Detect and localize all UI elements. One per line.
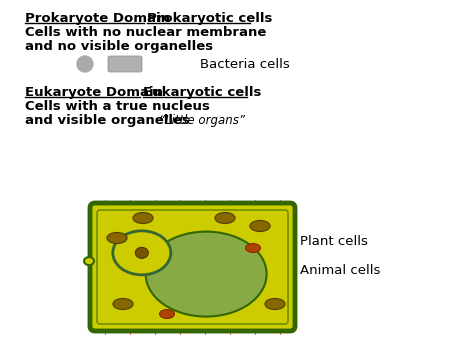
Text: and visible organelles: and visible organelles: [25, 114, 190, 127]
Text: Eukaryote Domain: Eukaryote Domain: [25, 86, 163, 99]
Text: and no visible organelles: and no visible organelles: [25, 40, 213, 53]
Ellipse shape: [133, 213, 153, 223]
Text: Prokaryotic cells: Prokaryotic cells: [147, 12, 272, 25]
Text: Bacteria cells: Bacteria cells: [200, 57, 290, 71]
Circle shape: [77, 56, 93, 72]
Ellipse shape: [113, 298, 133, 310]
FancyBboxPatch shape: [108, 56, 142, 72]
FancyBboxPatch shape: [97, 210, 288, 324]
Text: Plant cells: Plant cells: [300, 235, 368, 247]
FancyBboxPatch shape: [90, 203, 295, 331]
Text: Animal cells: Animal cells: [300, 264, 380, 277]
Ellipse shape: [265, 298, 285, 310]
Text: “Little organs”: “Little organs”: [159, 114, 245, 127]
Ellipse shape: [135, 247, 148, 258]
Ellipse shape: [113, 231, 171, 275]
Ellipse shape: [159, 310, 175, 318]
Ellipse shape: [215, 213, 235, 223]
Text: Prokaryote Domain: Prokaryote Domain: [25, 12, 170, 25]
Ellipse shape: [107, 233, 127, 243]
Text: Cells with a true nucleus: Cells with a true nucleus: [25, 100, 210, 113]
Ellipse shape: [84, 257, 94, 265]
Text: Eukaryotic cells: Eukaryotic cells: [143, 86, 261, 99]
Ellipse shape: [246, 243, 261, 252]
Text: Cells with no nuclear membrane: Cells with no nuclear membrane: [25, 26, 266, 39]
Ellipse shape: [250, 220, 270, 232]
Ellipse shape: [146, 232, 266, 317]
